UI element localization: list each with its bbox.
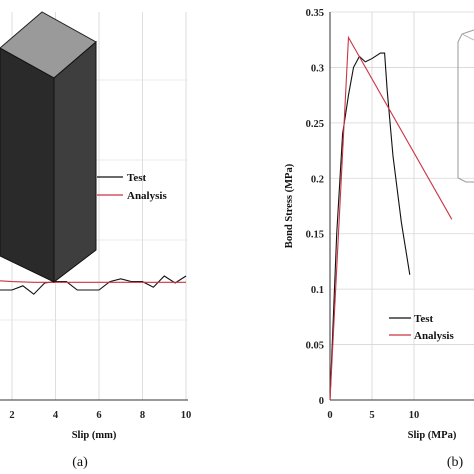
panel-b-x-tick-label: 10 [409, 410, 420, 421]
panel-a-x-ticks: 2 4 6 8 10 [9, 410, 191, 421]
panel-b-chart: 0 0.05 0.1 0.15 0.2 0.25 0.3 0.35 0 5 10 Test Ana… [284, 8, 474, 470]
panel-b-y-tick-label: 0 [319, 396, 324, 407]
panel-b-y-tick-label: 0.15 [306, 230, 324, 241]
panel-b-grid [330, 11, 474, 400]
legend-label-analysis: Analysis [414, 330, 454, 342]
legend-label-test: Test [127, 172, 146, 184]
panel-b-y-tick-label: 0.2 [311, 174, 324, 185]
panel-a-x-tick-label: 10 [181, 410, 192, 421]
panel-b-x-axis-label: Slip (MPa) [408, 430, 457, 441]
panel-b-series [329, 35, 453, 401]
panel-b-x-tick-label: 5 [369, 410, 374, 421]
panel-a-x-tick-label: 8 [140, 410, 145, 421]
panel-a-caption: (a) [72, 455, 88, 470]
panel-b-y-tick-label: 0.35 [306, 8, 324, 19]
panel-b-y-axis-label: Bond Stress (MPa) [284, 163, 295, 248]
panel-b-series-line-analysis [329, 35, 453, 401]
panel-a-series-line-test [0, 275, 187, 295]
panel-b-x-tick-label: 0 [327, 410, 332, 421]
panel-a-series [0, 275, 187, 295]
panel-a-specimen-block-icon [0, 11, 97, 284]
panel-b-caption: (b) [447, 455, 464, 470]
panel-a-chart: 2 4 6 8 10 Test Analysis Slip (mm) (a) [0, 11, 191, 470]
panel-b-y-ticks: 0 0.05 0.1 0.15 0.2 0.25 0.3 0.35 [306, 8, 324, 407]
legend-label-analysis: Analysis [127, 190, 167, 202]
panel-b-x-ticks: 0 5 10 [327, 410, 419, 421]
panel-a-x-axis-label: Slip (mm) [72, 430, 117, 441]
panel-b-y-tick-label: 0.25 [306, 119, 324, 130]
panel-b-series-line-test [329, 52, 411, 401]
panel-b-y-tick-label: 0.1 [311, 285, 324, 296]
panel-a-x-tick-label: 4 [53, 410, 59, 421]
legend-label-test: Test [414, 313, 433, 325]
panel-b-axes [329, 12, 474, 401]
panel-b-y-tick-label: 0.05 [306, 341, 324, 352]
panel-b-specimen-outline-icon [457, 29, 474, 183]
panel-b-y-tick-label: 0.3 [311, 63, 324, 74]
panel-a-series-line-analysis [0, 280, 186, 283]
panel-a-x-tick-label: 2 [9, 410, 14, 421]
panel-a-x-tick-label: 6 [96, 410, 101, 421]
panel-b-legend: Test Analysis [389, 313, 454, 342]
panel-a-legend: Test Analysis [97, 172, 167, 202]
